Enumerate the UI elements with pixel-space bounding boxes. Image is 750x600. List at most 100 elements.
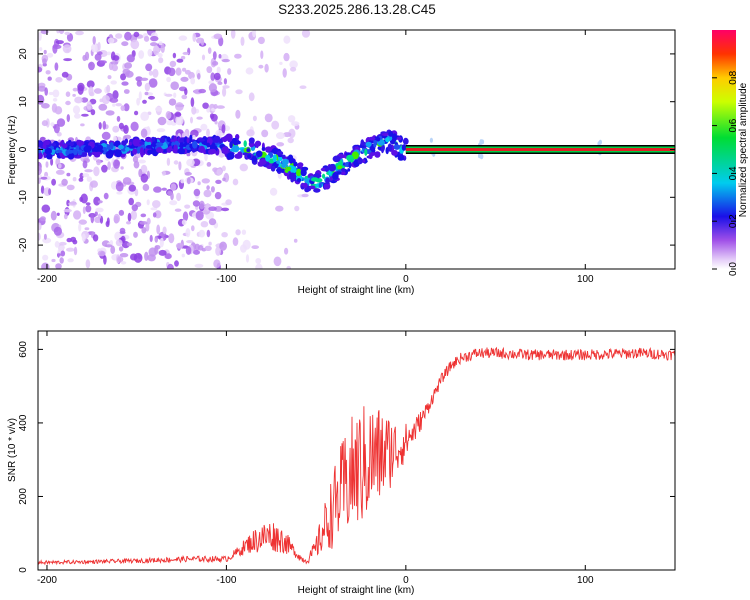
- spectrogram-band-cell: [255, 150, 263, 158]
- spectrogram-noise-cell: [287, 115, 296, 123]
- spectrogram-noise-cell: [138, 91, 142, 101]
- spectrogram-noise-cell: [192, 32, 197, 43]
- spectrogram-noise-cell: [251, 245, 259, 250]
- spectrogram-band-cell: [219, 138, 223, 145]
- spectrogram-band-cell: [186, 137, 190, 144]
- spectrogram-noise-cell: [148, 78, 158, 88]
- spectrogram-band-cell: [365, 141, 372, 147]
- spectrogram-noise-cell: [166, 157, 171, 166]
- spectrogram-noise-cell: [38, 177, 41, 184]
- spectrogram-noise-cell: [56, 212, 60, 216]
- spectrogram-noise-cell: [90, 180, 98, 188]
- spectrogram-noise-cell: [200, 123, 208, 131]
- spectrogram-noise-cell: [142, 183, 150, 192]
- spectrogram-noise-cell: [276, 132, 285, 140]
- spectrogram-noise-cell: [127, 212, 132, 222]
- spectrogram-noise-cell: [55, 77, 63, 83]
- spectrogram-noise-cell: [72, 87, 78, 92]
- spectrogram-band-cell: [114, 149, 122, 158]
- spectrogram-noise-cell: [232, 237, 239, 247]
- spectrogram-noise-cell: [299, 85, 307, 89]
- spectrogram-noise-cell: [138, 168, 143, 178]
- spectrogram-band-cell: [198, 145, 205, 153]
- spectrogram-noise-cell: [94, 211, 98, 217]
- spectrogram-noise-cell: [150, 42, 158, 47]
- spectrogram-band-cell: [311, 177, 319, 182]
- spectrogram-noise-cell: [41, 120, 49, 127]
- spectrogram-band-cell: [374, 151, 381, 158]
- spectrogram-noise-cell: [140, 77, 149, 82]
- spectrogram-noise-cell: [234, 53, 242, 59]
- spectrogram-noise-cell: [158, 249, 167, 256]
- spectrogram-noise-cell: [77, 82, 85, 91]
- spectrogram-noise-cell: [134, 110, 139, 116]
- spectrogram-noise-cell: [93, 88, 102, 94]
- spectrogram-noise-cell: [55, 40, 64, 45]
- spectrogram-noise-cell: [164, 253, 172, 260]
- spectrogram-noise-cell: [180, 76, 189, 82]
- spectrogram-band-cell: [155, 147, 164, 153]
- spectrogram-noise-cell: [279, 61, 283, 65]
- spectrogram-noise-cell: [80, 97, 89, 103]
- spectrogram-band-cell: [332, 172, 339, 180]
- spectrogram-noise-cell: [144, 251, 149, 261]
- spectrogram-noise-cell: [122, 177, 132, 185]
- spectrogram-band-cell: [43, 139, 50, 146]
- spectrogram-noise-cell: [235, 89, 243, 95]
- spectrogram-band-cell: [197, 138, 206, 142]
- snr-xtick-label: -200: [37, 575, 57, 586]
- spectrogram-noise-cell: [283, 132, 292, 138]
- spectrogram-noise-cell: [130, 121, 139, 132]
- spectrogram-ytick-label: -20: [18, 237, 29, 252]
- spectrogram-noise-cell: [65, 91, 71, 97]
- spectrogram-noise-cell: [207, 47, 212, 54]
- spectrogram-band-cell: [300, 168, 307, 177]
- spectrogram-noise-cell: [216, 105, 225, 109]
- spectrogram-noise-cell: [168, 67, 176, 77]
- spectrogram-band-cell: [402, 137, 409, 145]
- spectrogram-noise-cell: [58, 163, 62, 169]
- spectrogram-noise-cell: [174, 260, 179, 267]
- spectrogram-noise-cell: [90, 109, 96, 116]
- spectrogram-band-cell: [429, 137, 433, 143]
- spectrogram-band-cell: [281, 154, 286, 159]
- spectrogram-noise-cell: [81, 233, 86, 242]
- spectrogram-noise-cell: [186, 240, 194, 244]
- spectrogram-noise-cell: [116, 115, 121, 122]
- spectrogram-noise-cell: [269, 187, 278, 196]
- spectrogram-noise-cell: [180, 178, 185, 184]
- spectrogram-noise-cell: [215, 129, 224, 138]
- spectrogram-noise-cell: [38, 232, 41, 241]
- spectrogram-band-cell: [145, 145, 153, 149]
- spectrogram-noise-cell: [240, 244, 247, 253]
- spectrogram-noise-cell: [93, 196, 101, 206]
- spectrogram-band-cell: [347, 168, 351, 172]
- spectrogram-noise-cell: [128, 197, 134, 206]
- spectrogram-noise-cell: [198, 229, 206, 238]
- colorbar-label: Normalized spectral amplitude: [738, 82, 749, 217]
- spectrogram-noise-cell: [58, 245, 66, 250]
- spectrogram-noise-cell: [132, 156, 139, 163]
- spectrogram-noise-cell: [130, 210, 137, 221]
- spectrogram-noise-cell: [40, 176, 48, 180]
- spectrogram-noise-cell: [115, 33, 123, 39]
- spectrogram-noise-cell: [152, 45, 160, 56]
- spectrogram-noise-cell: [139, 221, 148, 225]
- spectrogram-noise-cell: [271, 120, 280, 130]
- spectrogram-noise-cell: [222, 177, 226, 182]
- spectrogram-noise-cell: [138, 50, 145, 59]
- spectrogram-noise-cell: [246, 129, 255, 137]
- spectrogram-noise-cell: [218, 36, 224, 47]
- spectrogram-band-cell: [358, 145, 365, 148]
- spectrogram-noise-cell: [185, 228, 191, 238]
- spectrogram-noise-cell: [208, 83, 217, 93]
- snr-ytick-label: 200: [18, 488, 29, 505]
- spectrogram-noise-cell: [214, 191, 222, 200]
- spectrogram-noise-cell: [86, 101, 92, 110]
- spectrogram-noise-cell: [98, 103, 108, 111]
- spectrogram-noise-cell: [264, 63, 269, 73]
- spectrogram-band-cell: [166, 147, 170, 153]
- spectrogram-band-cell: [401, 144, 407, 151]
- spectrogram-noise-cell: [158, 41, 163, 46]
